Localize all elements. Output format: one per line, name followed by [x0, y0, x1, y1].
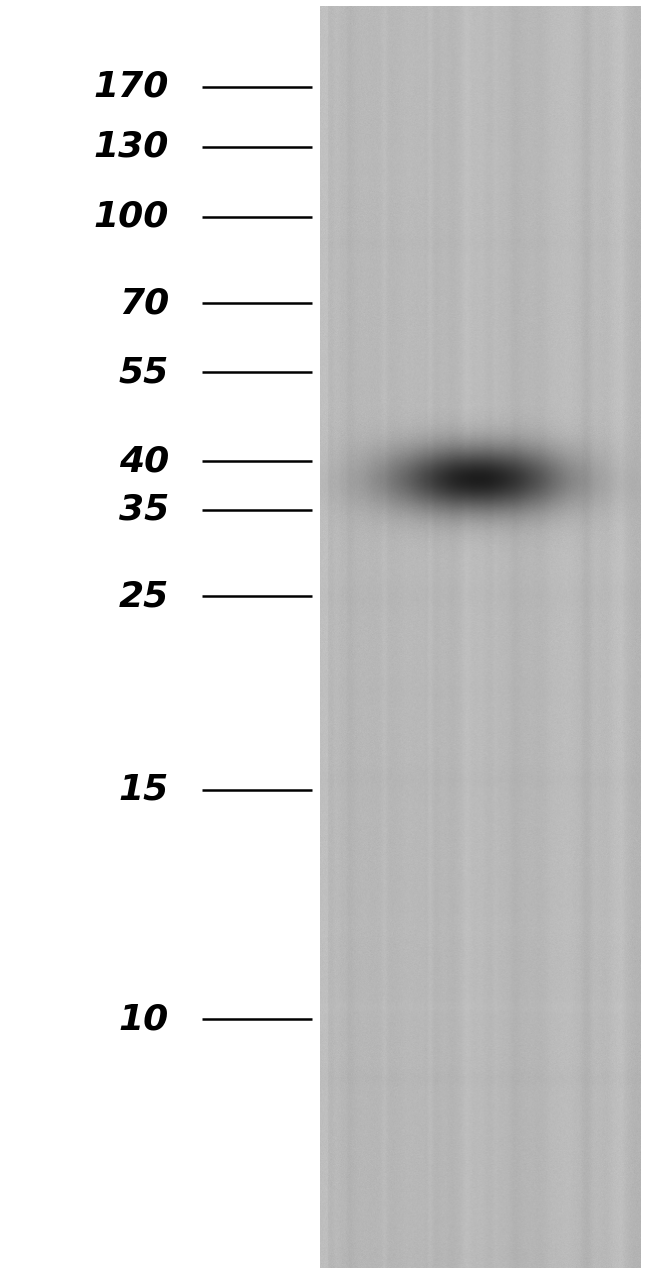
Text: 40: 40: [119, 445, 169, 478]
Text: 100: 100: [94, 200, 169, 233]
Text: 25: 25: [119, 580, 169, 613]
Text: 55: 55: [119, 355, 169, 389]
Text: 10: 10: [119, 1003, 169, 1036]
Text: 170: 170: [94, 70, 169, 103]
Text: 70: 70: [119, 287, 169, 320]
Text: 130: 130: [94, 130, 169, 163]
Text: 15: 15: [119, 773, 169, 806]
Text: 35: 35: [119, 493, 169, 526]
